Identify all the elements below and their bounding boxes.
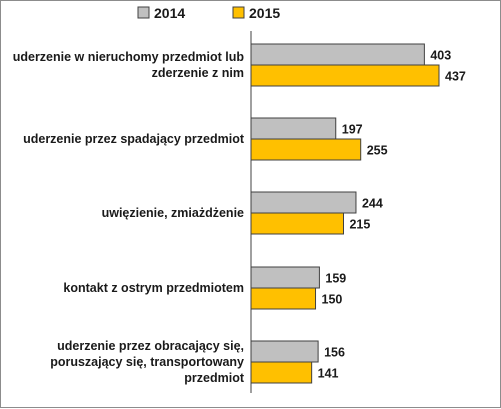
bar-2014-3 <box>250 266 320 289</box>
category-label-4-2: przedmiot <box>184 371 245 385</box>
bar-2015-4 <box>250 361 313 384</box>
value-label-2014-3: 159 <box>325 272 346 286</box>
category-label-0-0: uderzenie w nieruchomy przedmiot lub <box>13 50 245 64</box>
category-label-1-0: uderzenie przez spadający przedmiot <box>23 132 245 146</box>
legend-swatch-2014 <box>137 6 150 19</box>
value-label-2015-1: 255 <box>367 144 388 158</box>
category-label-0-1: zderzenie z nim <box>152 66 244 80</box>
bar-2014-2 <box>250 191 357 214</box>
bar-2015-2 <box>250 212 344 235</box>
value-label-2015-0: 437 <box>445 70 466 84</box>
bar-2015-0 <box>250 64 440 87</box>
value-label-2015-4: 141 <box>318 367 339 381</box>
bar-2014-4 <box>250 340 319 363</box>
legend-swatch-2015 <box>232 6 245 19</box>
value-label-2014-1: 197 <box>342 123 363 137</box>
bar-2014-0 <box>250 43 425 66</box>
category-label-4-0: uderzenie przez obracający się, <box>57 339 244 353</box>
value-label-2014-0: 403 <box>430 49 451 63</box>
value-label-2014-2: 244 <box>362 197 383 211</box>
value-label-2014-4: 156 <box>324 346 345 360</box>
category-label-2-0: uwięzienie, zmiażdżenie <box>102 206 244 220</box>
bar-2014-1 <box>250 117 337 140</box>
bar-2015-3 <box>250 287 317 310</box>
legend-label-2015: 2015 <box>249 5 280 21</box>
legend-label-2014: 2014 <box>154 5 185 21</box>
bar-2015-1 <box>250 138 362 161</box>
value-label-2015-3: 150 <box>322 293 343 307</box>
category-label-4-1: poruszający się, transportowany <box>50 355 244 369</box>
category-label-3-0: kontakt z ostrym przedmiotem <box>63 281 244 295</box>
value-label-2015-2: 215 <box>349 218 370 232</box>
